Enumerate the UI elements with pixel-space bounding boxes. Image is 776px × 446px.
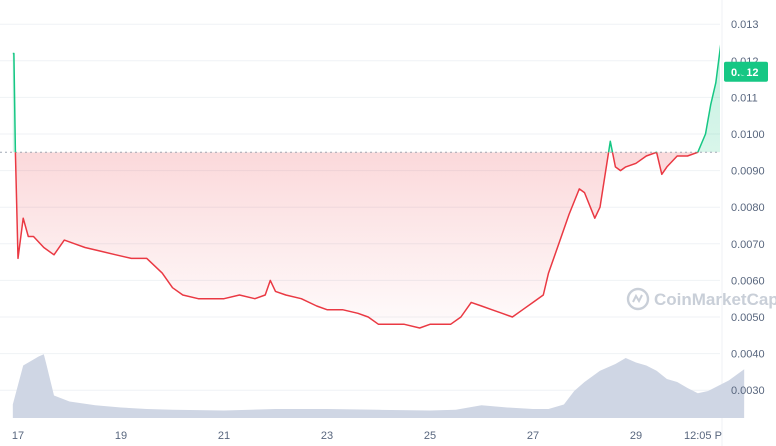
x-tick-label: 21 — [218, 430, 230, 442]
x-tick-label: 23 — [321, 430, 333, 442]
y-tick-label: 0.013 — [731, 19, 759, 31]
x-tick-label: 17 — [12, 430, 24, 442]
current-price-dot — [740, 67, 749, 76]
y-tick-label: 0.0030 — [731, 385, 765, 397]
price-line-down — [14, 152, 699, 329]
y-tick-label: 0.0060 — [731, 275, 765, 287]
x-tick-label: 27 — [527, 430, 539, 442]
watermark: CoinMarketCap — [626, 287, 776, 311]
watermark-text: CoinMarketCap — [654, 290, 776, 309]
x-axis-ticks: 17 19 21 23 25 27 29 12:05 P — [12, 430, 722, 442]
y-tick-label: 0.0040 — [731, 349, 765, 361]
y-axis-ticks: 0.0130.0120.0110.01000.00900.00800.00700… — [731, 19, 765, 397]
y-tick-label: 0.0080 — [731, 202, 765, 214]
coinmarketcap-logo-icon — [626, 287, 650, 311]
volume-area — [12, 354, 745, 418]
x-tick-label: 19 — [115, 430, 127, 442]
x-tick-label: 25 — [424, 430, 436, 442]
y-tick-label: 0.0090 — [731, 166, 765, 178]
y-tick-label: 0.0050 — [731, 312, 765, 324]
y-tick-label: 0.0070 — [731, 239, 765, 251]
x-tick-label: 29 — [630, 430, 642, 442]
x-tick-label: 12:05 P — [684, 430, 722, 442]
y-tick-label: 0.011 — [731, 92, 758, 104]
volume-area-shape — [12, 354, 745, 418]
y-tick-label: 0.0100 — [731, 129, 765, 141]
price-lines — [12, 44, 720, 329]
price-fills — [12, 50, 720, 328]
below-baseline-fill — [15, 152, 698, 328]
